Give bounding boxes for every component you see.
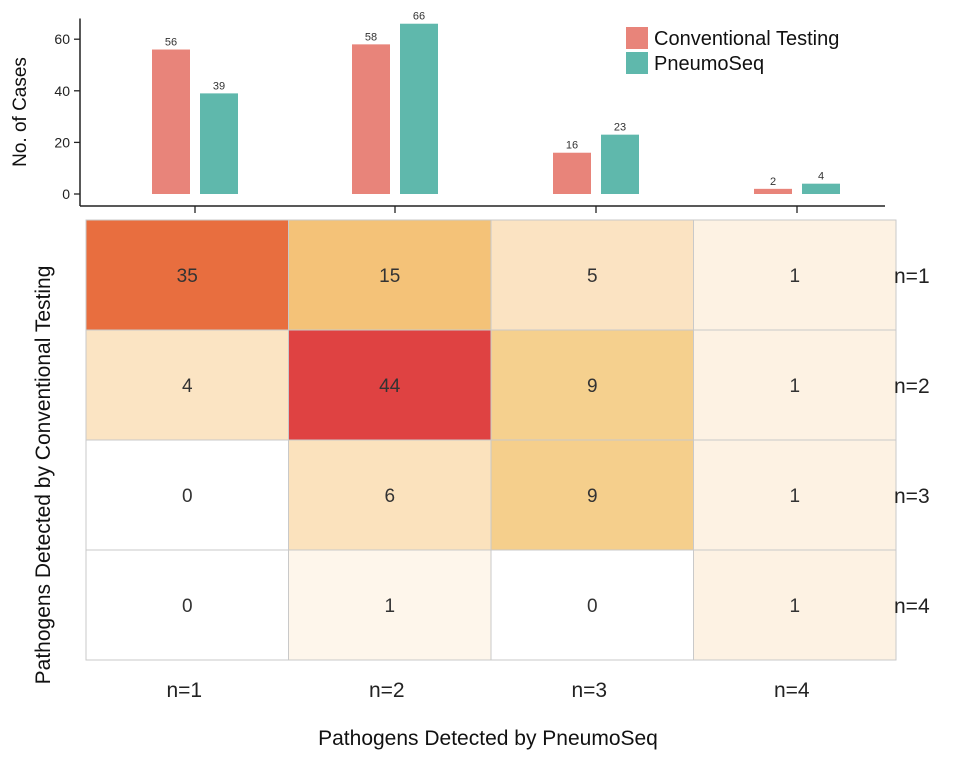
- heatmap-cell-r2-c4: [693, 329, 897, 441]
- heatmap-x-axis-title: Pathogens Detected by PneumoSeq: [318, 727, 658, 750]
- heatmap-cell-r2-c1: [85, 329, 289, 441]
- heatmap-cell-r1-c4: [693, 219, 897, 331]
- heatmap-cell-label: 1: [789, 266, 800, 287]
- bar-data-label: 16: [566, 140, 578, 152]
- heatmap-cell-label: 1: [789, 376, 800, 397]
- heatmap-row-label: n=1: [894, 265, 930, 288]
- heatmap-cell-label: 1: [789, 596, 800, 617]
- bar-data-label: 39: [213, 80, 225, 92]
- bar-y-tick-label: 60: [54, 31, 70, 47]
- heatmap-cell-r3-c4: [693, 439, 897, 551]
- legend-swatch-conventional-testing: [626, 27, 648, 49]
- bar-y-axis-title: No. of Cases: [10, 57, 31, 167]
- bar-conventional-testing-n=2: [352, 44, 390, 194]
- bar-conventional-testing-n=1: [152, 49, 190, 194]
- heatmap-cell-r1-c2: [288, 219, 492, 331]
- heatmap-cell-label: 6: [384, 486, 395, 507]
- heatmap-cell-r4-c2: [288, 549, 492, 661]
- legend: Conventional Testing PneumoSeq: [626, 27, 839, 75]
- heatmap-col-label: n=3: [571, 679, 607, 702]
- heatmap-col-label: n=4: [774, 679, 810, 702]
- heatmap-cell-r2-c2: [288, 329, 492, 441]
- bar-data-label: 4: [818, 171, 824, 183]
- heatmap-cell-r4-c3: [490, 549, 694, 661]
- bar-data-label: 2: [770, 176, 776, 188]
- heatmap-cell-r3-c3: [490, 439, 694, 551]
- heatmap-col-label: n=1: [166, 679, 202, 702]
- heatmap-row-label: n=3: [894, 485, 930, 508]
- heatmap-cell-r1-c3: [490, 219, 694, 331]
- bar-pneumoseq-n=2: [400, 23, 438, 194]
- heatmap-cell-label: 35: [177, 266, 198, 287]
- heatmap-cell-label: 0: [182, 596, 193, 617]
- bar-pneumoseq-n=4: [802, 183, 840, 194]
- bar-conventional-testing-n=3: [553, 152, 591, 194]
- bar-data-label: 66: [413, 11, 425, 23]
- heatmap-cell-label: 44: [379, 376, 401, 397]
- heatmap: 35 15 5 14 44 9 10 6 9 10 1 0 1n=1n=2n=3n=4n=1 n=2 n=3…: [85, 219, 930, 702]
- heatmap-cell-label: 1: [384, 596, 395, 617]
- heatmap-cell-r1-c1: [85, 219, 289, 331]
- heatmap-col-label: n=2: [369, 679, 405, 702]
- heatmap-row-label: n=2: [894, 375, 930, 398]
- heatmap-cell-label: 9: [587, 376, 598, 397]
- heatmap-cell-r2-c3: [490, 329, 694, 441]
- heatmap-row-label: n=4: [894, 595, 930, 618]
- bar-y-tick-label: 40: [54, 83, 70, 99]
- heatmap-cell-r4-c1: [85, 549, 289, 661]
- bar-y-tick-label: 20: [54, 134, 70, 150]
- legend-label: PneumoSeq: [654, 53, 764, 75]
- heatmap-cell-r3-c2: [288, 439, 492, 551]
- bar-pneumoseq-n=1: [200, 93, 238, 194]
- legend-swatch-pneumoseq: [626, 52, 648, 74]
- bar-conventional-testing-n=4: [754, 188, 792, 194]
- heatmap-cell-label: 1: [789, 486, 800, 507]
- bar-chart: 0 20 40 60 56 39 58 66 16 23 2 4: [54, 11, 885, 213]
- bar-pneumoseq-n=3: [601, 134, 639, 194]
- heatmap-cell-label: 15: [379, 266, 400, 287]
- bar-data-label: 58: [365, 31, 377, 43]
- bar-y-tick-label: 0: [62, 186, 70, 202]
- heatmap-cell-label: 0: [587, 596, 598, 617]
- heatmap-cell-label: 4: [182, 376, 193, 397]
- legend-label: Conventional Testing: [654, 28, 839, 50]
- heatmap-cell-r4-c4: [693, 549, 897, 661]
- bar-data-label: 23: [614, 122, 626, 134]
- heatmap-cell-label: 5: [587, 266, 598, 287]
- axis-titles: No. of Cases Pathogens Detected by Conven…: [10, 57, 658, 750]
- bar-data-label: 56: [165, 37, 177, 49]
- heatmap-y-axis-title: Pathogens Detected by Conventional Testi…: [32, 266, 55, 685]
- heatmap-cell-label: 9: [587, 486, 598, 507]
- heatmap-cell-label: 0: [182, 486, 193, 507]
